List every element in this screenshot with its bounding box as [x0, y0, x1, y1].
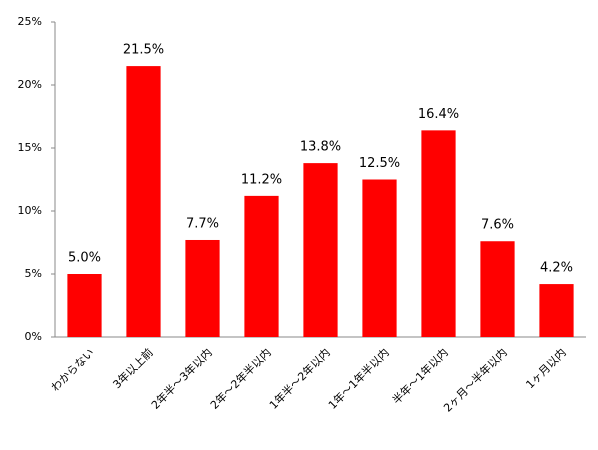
y-tick-label: 0%: [25, 330, 42, 343]
x-tick-label: 1年～1年半以内: [325, 345, 391, 411]
x-tick-label: 1年半～2年以内: [266, 345, 332, 411]
y-tick-label: 10%: [18, 204, 42, 217]
bar: [539, 284, 574, 337]
x-tick-label: 3年以上前: [110, 345, 156, 391]
value-label: 21.5%: [123, 43, 164, 58]
y-tick-label: 20%: [18, 78, 42, 91]
value-label: 12.5%: [359, 156, 400, 171]
x-tick-label: 1ヶ月以内: [523, 345, 569, 391]
y-tick-label: 25%: [18, 15, 42, 28]
bar: [126, 66, 161, 337]
value-label: 11.2%: [241, 172, 282, 187]
x-tick-label: 2年～2年半以内: [207, 345, 273, 411]
x-tick-label: 半年～1年以内: [389, 345, 451, 407]
bar: [67, 274, 102, 337]
x-tick-label: 2年半～3年以内: [148, 345, 214, 411]
bar: [244, 195, 279, 337]
value-label: 16.4%: [418, 107, 459, 122]
bar: [303, 163, 338, 337]
x-tick-label: わからない: [49, 346, 97, 394]
value-label: 7.7%: [186, 216, 219, 231]
bar: [480, 241, 515, 337]
y-tick-label: 15%: [18, 141, 42, 154]
x-tick-label: 2ヶ月～半年以内: [440, 345, 509, 414]
value-label: 4.2%: [540, 261, 573, 276]
value-label: 13.8%: [300, 140, 341, 155]
y-tick-label: 5%: [25, 267, 42, 280]
bar: [185, 239, 220, 337]
value-label: 5.0%: [68, 251, 101, 266]
bar: [362, 179, 397, 337]
bar: [421, 130, 456, 337]
value-label: 7.6%: [481, 218, 514, 233]
